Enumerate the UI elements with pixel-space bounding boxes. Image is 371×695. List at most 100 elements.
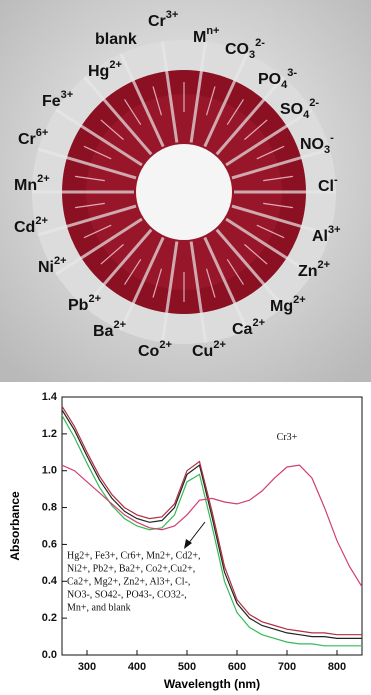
tube-glare: [256, 145, 285, 160]
y-tick-label: 1.4: [42, 391, 58, 403]
spectrum-line: [61, 464, 363, 588]
series-label: Cr3+: [277, 432, 298, 443]
ion-base: Ca: [232, 321, 253, 338]
ion-charge: 3+: [328, 224, 341, 236]
tube-divider: [119, 53, 165, 148]
ion-base: CO: [225, 41, 249, 58]
ion-charge: 2+: [54, 255, 67, 267]
tube-glare: [244, 243, 268, 265]
ion-base: blank: [95, 31, 137, 48]
ion-base: Cr: [18, 131, 36, 148]
annotation-line: Mn+, and blank: [67, 602, 131, 613]
arrow-head: [184, 539, 192, 549]
y-tick-label: 0.8: [42, 501, 57, 513]
x-tick-label: 500: [178, 661, 196, 673]
chart: Wavelength (nm) Absorbance 0.0 0.2 0.4 0.6 0…: [8, 391, 363, 691]
ion-label: Co2+: [138, 339, 172, 360]
tube-divider: [160, 241, 179, 343]
y-tick-label: 0.4: [42, 575, 58, 587]
tube-divider: [83, 228, 153, 308]
ion-label: Mn2+: [14, 173, 50, 194]
ion-label: Pb2+: [68, 293, 101, 314]
tube-divider: [55, 217, 143, 276]
ion-base: Pb: [68, 297, 89, 314]
ion-base: Hg: [88, 63, 109, 80]
ion-base: Al: [312, 228, 328, 245]
tube-divider: [231, 147, 331, 180]
ion-base: Mg: [270, 298, 293, 315]
ion-label: Ca2+: [232, 317, 265, 338]
y-tick-label: 0.6: [42, 538, 57, 550]
ion-subscript: 3: [324, 144, 330, 156]
ion-label: Cd2+: [14, 215, 48, 236]
ion-label: Fe3+: [42, 89, 73, 110]
ion-subscript: 3: [249, 49, 255, 61]
x-axis-label: Wavelength (nm): [164, 677, 260, 691]
ion-base: Cd: [14, 219, 35, 236]
ion-base: Fe: [42, 93, 61, 110]
tube-divider: [189, 241, 208, 343]
x-tick-label: 400: [128, 661, 146, 673]
tube-divider: [203, 53, 249, 148]
tube-glare: [100, 119, 124, 141]
tube-divider: [55, 108, 143, 167]
annotation-line: Ni2+, Pb2+, Ba2+, Co2+,Cu2+,: [67, 563, 195, 574]
tube-divider: [160, 41, 179, 143]
tube-dividers: [32, 41, 336, 343]
ion-labels: blankCr3+Mn+CO32-PO43-SO42-NO3-Cl-Al3+Zn…: [14, 9, 341, 360]
annotation-line: Ca2+, Mg2+, Zn2+, Al3+, Cl-,: [67, 576, 190, 587]
annotation-line: Hg2+, Fe3+, Cr6+, Mn2+, Cd2+,: [67, 550, 200, 561]
tube-glare: [263, 202, 293, 209]
tube-glare: [226, 99, 244, 126]
ion-base: Mn: [14, 177, 37, 194]
tube-glare: [226, 258, 244, 285]
ion-label: Mn+: [193, 25, 219, 46]
ion-charge: 2+: [252, 317, 265, 329]
tube-glare: [100, 243, 124, 265]
y-tick-label: 1.2: [42, 428, 57, 440]
arrow: [187, 521, 206, 545]
tube-glare: [152, 268, 163, 298]
tube-glare: [205, 268, 216, 298]
ion-label: NO3-: [300, 132, 334, 156]
ion-base: Cr: [148, 13, 166, 30]
tube-glare: [205, 86, 216, 116]
ion-base: Ba: [93, 323, 114, 340]
tube-divider: [119, 236, 165, 331]
tube-glare: [244, 119, 268, 141]
x-tick-label: 600: [228, 661, 246, 673]
ion-label: Zn2+: [298, 259, 330, 280]
tube-divider: [215, 228, 285, 308]
spectrum-line: [61, 415, 362, 647]
ion-subscript: 4: [303, 109, 310, 121]
tube-glare: [124, 258, 142, 285]
y-axis-label: Absorbance: [8, 491, 22, 561]
ion-label: PO43-: [258, 67, 297, 91]
ion-label: Cr3+: [148, 9, 178, 30]
tube-glare: [83, 224, 112, 239]
x-tick-label: 700: [278, 661, 296, 673]
x-tick-label: 800: [328, 661, 346, 673]
ion-charge: n+: [206, 25, 219, 37]
y-tick-label: 0.0: [42, 649, 57, 661]
tube-divider: [37, 204, 137, 237]
ion-base: Co: [138, 343, 160, 360]
x-tick-label: 300: [78, 661, 96, 673]
tube-glare: [263, 175, 293, 182]
ring-center: [136, 144, 232, 240]
ion-base: Ni: [38, 259, 54, 276]
ion-charge: 2-: [255, 37, 265, 49]
ion-subscript: 4: [281, 79, 288, 91]
tube-divider: [37, 147, 137, 180]
ion-base: Cu: [192, 343, 213, 360]
ion-base: Cl: [318, 178, 334, 195]
ion-charge: 2+: [37, 173, 50, 185]
ion-charge: 2+: [213, 339, 226, 351]
ion-label: Ba2+: [93, 319, 126, 340]
tube-divider: [83, 76, 153, 156]
ion-label: Cr6+: [18, 127, 48, 148]
tube-glare: [124, 99, 142, 126]
ion-charge: 3-: [287, 67, 297, 79]
ion-label: blank: [95, 31, 137, 48]
ion-charge: -: [334, 174, 338, 186]
